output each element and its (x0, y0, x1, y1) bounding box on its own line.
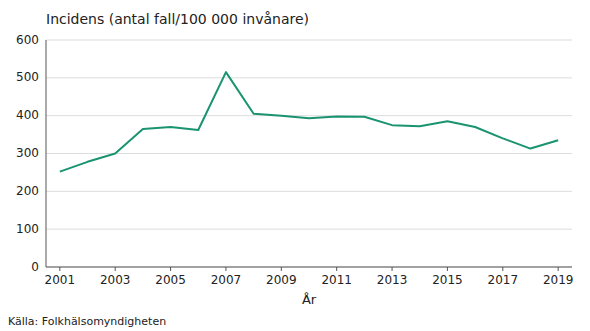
x-tick (115, 267, 116, 271)
x-tick-label: 2015 (432, 273, 463, 287)
x-tick-label: 2009 (266, 273, 297, 287)
x-tick-label: 2013 (377, 273, 408, 287)
x-tick-label: 2011 (321, 273, 352, 287)
grid-line (46, 191, 572, 192)
x-tick-label: 2005 (155, 273, 186, 287)
y-tick-label: 500 (16, 70, 39, 84)
x-tick-label: 2019 (543, 273, 574, 287)
data-line (60, 72, 558, 172)
x-tick (392, 267, 393, 271)
x-tick-label: 2017 (488, 273, 519, 287)
x-tick (225, 267, 226, 271)
title: Incidens (antal fall/100 000 invånare) (46, 11, 309, 27)
y-tick-label: 100 (16, 222, 39, 236)
y-axis: 0 100 200 300 400 500 600 (16, 33, 46, 274)
x-tick (59, 267, 60, 271)
y-tick-label: 0 (31, 260, 39, 274)
y-tick-label: 600 (16, 33, 39, 47)
x-axis-line (46, 267, 572, 268)
y-tick-label: 400 (16, 108, 39, 122)
grid-line (46, 40, 572, 41)
x-tick (447, 267, 448, 271)
y-axis-line (46, 40, 47, 267)
grid-line (46, 115, 572, 116)
grid-line (46, 229, 572, 230)
y-tick-label: 300 (16, 146, 39, 160)
x-tick (336, 267, 337, 271)
x-tick-label: 2001 (45, 273, 76, 287)
chart: 0100200300400500600200120032005200720092… (0, 0, 590, 331)
x-tick-label: 2007 (211, 273, 242, 287)
x-tick (170, 267, 171, 271)
grid-line (46, 77, 572, 78)
x-tick (558, 267, 559, 271)
x-axis: 2001 2003 2005 2007 2009 2011 2013 2015 2017 2019 (45, 267, 574, 287)
grid (46, 40, 572, 267)
x-tick (281, 267, 282, 271)
plot-area (60, 72, 558, 172)
grid-line (46, 153, 572, 154)
source-note: Källa: Folkhälsomyndigheten (8, 315, 166, 328)
x-axis-label: År (302, 292, 317, 307)
grid-line (46, 267, 572, 268)
x-tick-label: 2003 (100, 273, 131, 287)
x-tick (502, 267, 503, 271)
chart-container: 0100200300400500600200120032005200720092… (0, 0, 590, 331)
y-tick-label: 200 (16, 184, 39, 198)
